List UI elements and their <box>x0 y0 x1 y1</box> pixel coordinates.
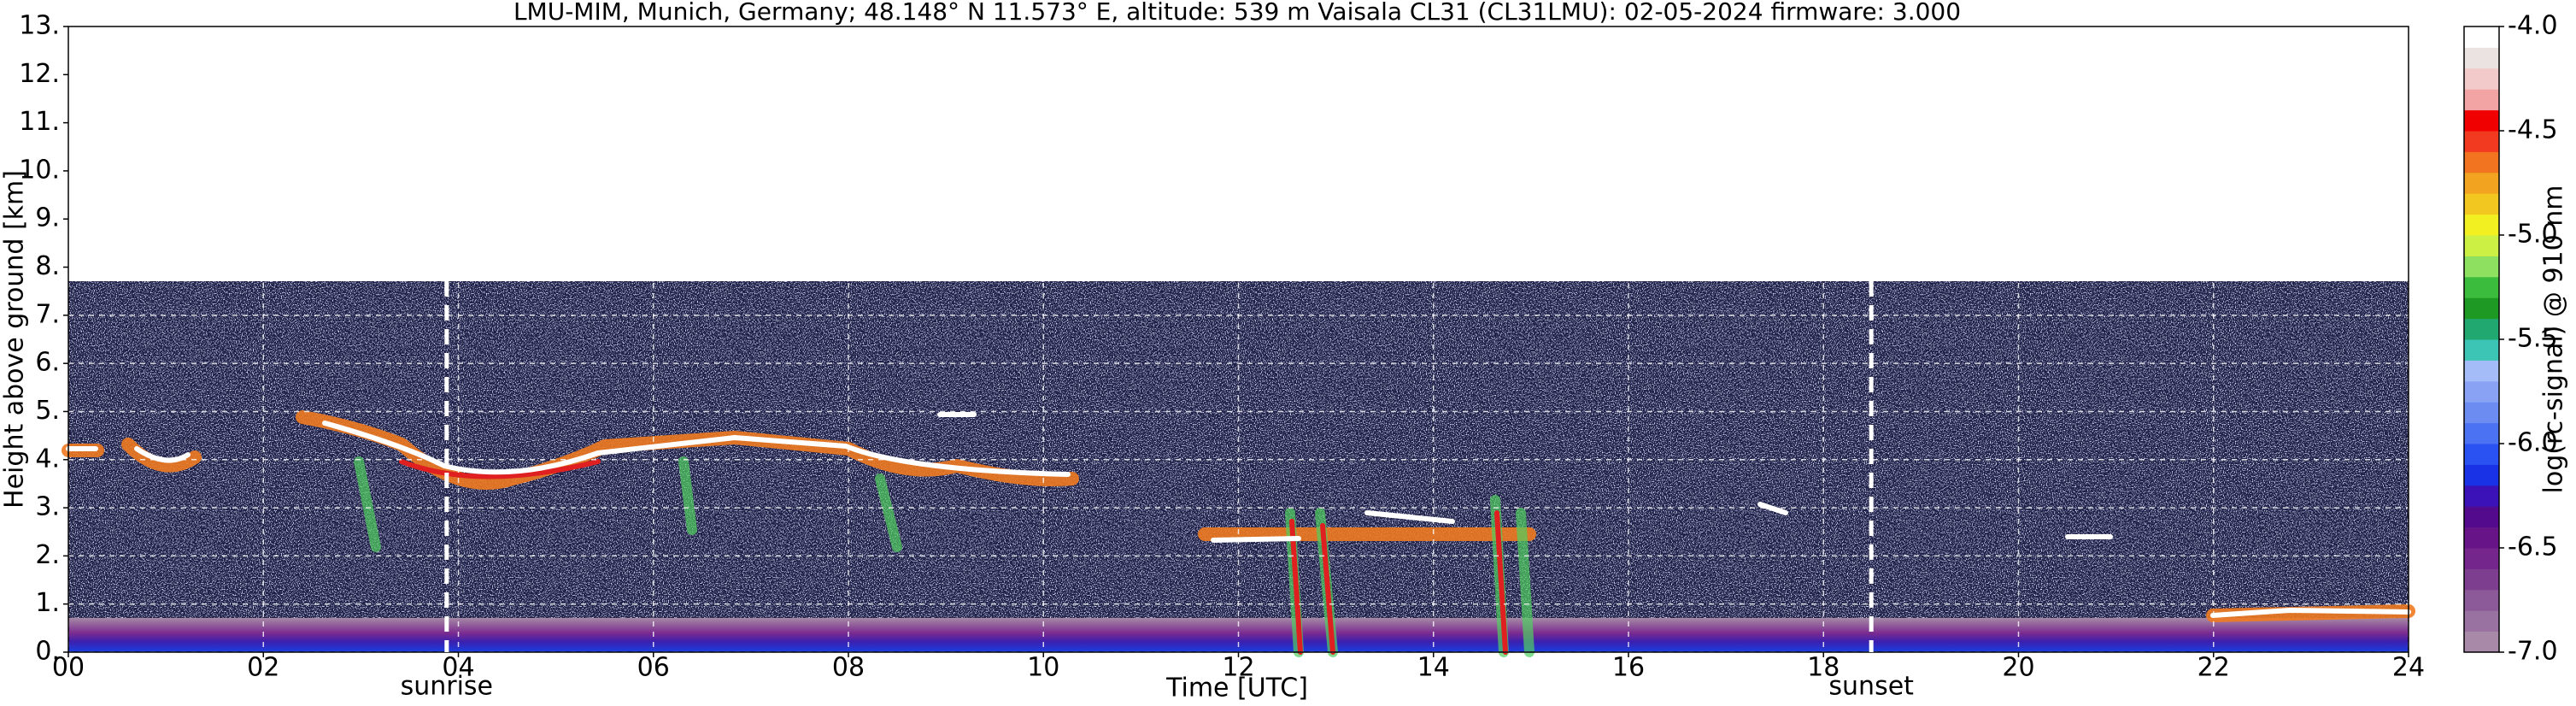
colorbar-swatch <box>2464 89 2499 111</box>
colorbar-tick-label: -6.5 <box>2508 532 2558 562</box>
annotation-label: sunset <box>1828 672 1914 702</box>
colorbar-swatch <box>2464 339 2499 361</box>
y-tick-label: 7. <box>35 299 60 329</box>
y-tick-label: 1. <box>35 588 60 618</box>
colorbar-swatch <box>2464 527 2499 549</box>
x-tick-label: 14 <box>1417 653 1450 683</box>
y-tick-label: 4. <box>35 444 60 474</box>
y-tick-label: 6. <box>35 348 60 378</box>
x-tick-label: 20 <box>2002 653 2034 683</box>
colorbar-swatch <box>2464 318 2499 340</box>
chart-title: LMU-MIM, Munich, Germany; 48.148° N 11.5… <box>513 0 1961 26</box>
y-tick-label: 0. <box>35 637 60 667</box>
x-tick-label: 00 <box>52 653 85 683</box>
x-tick-label: 22 <box>2198 653 2230 683</box>
x-axis-label: Time [UTC] <box>1165 674 1308 703</box>
colorbar-tick-label: -6.0 <box>2508 428 2558 458</box>
colorbar-swatch <box>2464 589 2499 611</box>
x-tick-label: 08 <box>832 653 865 683</box>
colorbar-swatch <box>2464 464 2499 486</box>
y-tick-label: 13. <box>19 11 60 41</box>
colorbar-tick-label: -5.5 <box>2508 324 2558 354</box>
y-tick-label: 3. <box>35 492 60 522</box>
y-tick-label: 10. <box>19 155 60 185</box>
colorbar-swatch <box>2464 68 2499 90</box>
x-tick-label: 04 <box>442 653 474 683</box>
colorbar-swatch <box>2464 444 2499 465</box>
x-tick-label: 24 <box>2392 653 2425 683</box>
x-tick-label: 16 <box>1612 653 1645 683</box>
colorbar-swatch <box>2464 214 2499 236</box>
y-axis-label: Height above ground [km] <box>0 170 30 509</box>
colorbar-label: log(rc-signal) @ 910 nm <box>2539 185 2569 494</box>
y-tick-label: 9. <box>35 203 60 233</box>
colorbar-swatch <box>2464 235 2499 256</box>
y-tick-label: 12. <box>19 59 60 89</box>
y-tick-label: 11. <box>19 107 60 137</box>
colorbar-swatch <box>2464 172 2499 194</box>
y-tick-label: 2. <box>35 540 60 570</box>
colorbar-swatch <box>2464 26 2499 48</box>
colorbar-swatch <box>2464 276 2499 298</box>
y-tick-label: 8. <box>35 251 60 281</box>
colorbar-swatch <box>2464 548 2499 569</box>
backscatter-field <box>62 281 2415 657</box>
x-tick-label: 02 <box>247 653 279 683</box>
colorbar-swatch <box>2464 610 2499 632</box>
colorbar-swatch <box>2464 131 2499 152</box>
colorbar-tick-label: -4.0 <box>2508 11 2558 41</box>
colorbar-swatch <box>2464 109 2499 132</box>
colorbar-swatch <box>2464 47 2499 69</box>
colorbar-swatch <box>2464 380 2499 403</box>
colorbar-tick-label: -4.5 <box>2508 115 2558 145</box>
x-tick-label: 18 <box>1807 653 1840 683</box>
colorbar-swatch <box>2464 360 2499 382</box>
colorbar-tick-label: -5.0 <box>2508 220 2558 250</box>
colorbar-tick-label: -7.0 <box>2508 637 2558 667</box>
colorbar-swatch <box>2464 422 2499 444</box>
colorbar-swatch <box>2464 506 2499 528</box>
colorbar-swatch <box>2464 568 2499 591</box>
x-tick-label: 10 <box>1027 653 1059 683</box>
colorbar-swatch <box>2464 256 2499 278</box>
annotation-label: sunrise <box>401 672 493 702</box>
colorbar-swatch <box>2464 631 2499 653</box>
cloud-layers <box>62 410 2415 657</box>
colorbar-swatch <box>2464 485 2499 507</box>
colorbar-swatch <box>2464 151 2499 174</box>
x-tick-label: 12 <box>1222 653 1254 683</box>
x-tick-label: 06 <box>637 653 670 683</box>
colorbar-swatch <box>2464 297 2499 320</box>
colorbar-swatch <box>2464 402 2499 424</box>
y-tick-label: 5. <box>35 396 60 426</box>
colorbar-swatch <box>2464 193 2499 215</box>
